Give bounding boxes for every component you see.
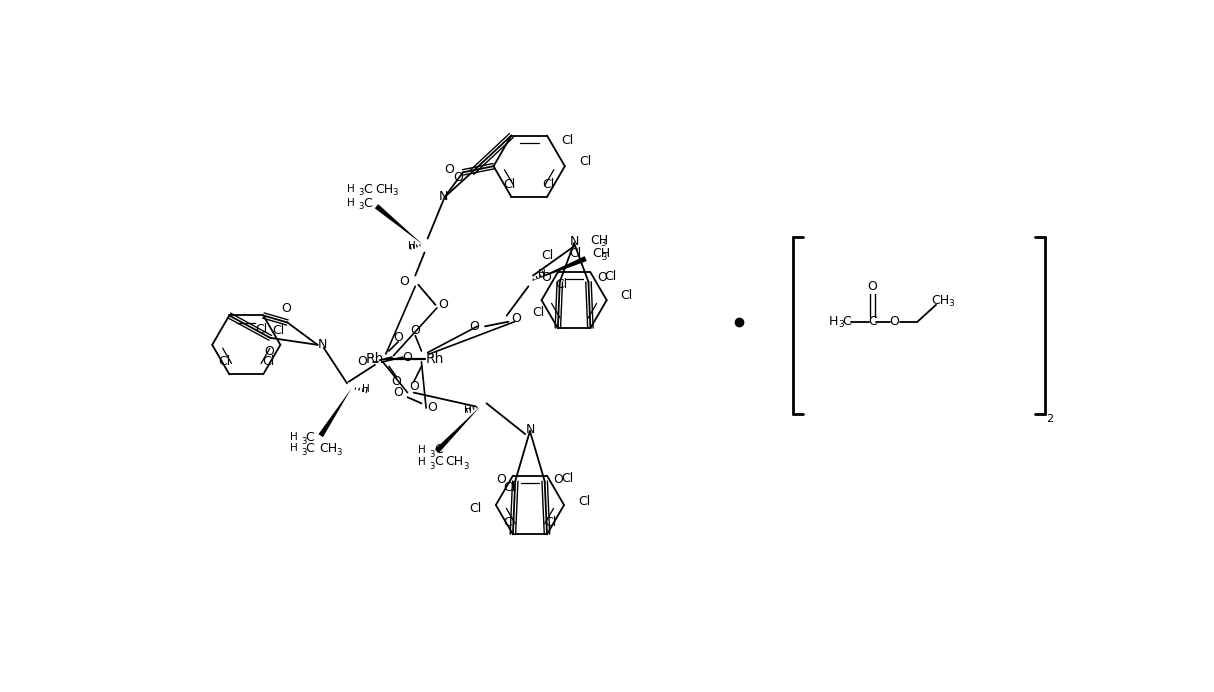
Text: O: O (597, 271, 607, 284)
Text: 2: 2 (1045, 414, 1053, 424)
Text: C: C (841, 316, 851, 328)
Text: C: C (363, 197, 371, 210)
Text: O: O (410, 325, 420, 338)
Text: CH: CH (590, 234, 608, 246)
Text: O: O (403, 351, 413, 364)
Text: 3: 3 (358, 188, 364, 197)
Text: O: O (393, 386, 403, 399)
Text: CH: CH (931, 293, 949, 307)
Text: Cl: Cl (273, 325, 285, 338)
Text: Rh: Rh (365, 352, 385, 365)
Text: O: O (438, 298, 448, 311)
Text: O: O (890, 316, 900, 328)
Text: 3: 3 (948, 299, 954, 308)
Text: 3: 3 (358, 202, 364, 211)
Text: 3: 3 (392, 188, 398, 197)
Text: C: C (435, 455, 443, 468)
Text: H: H (290, 443, 297, 453)
Text: O: O (511, 312, 521, 325)
Text: O: O (263, 345, 273, 358)
Text: C: C (306, 430, 314, 444)
Text: O: O (280, 302, 291, 315)
Text: 3: 3 (301, 448, 306, 457)
Text: Cl: Cl (543, 178, 555, 191)
Text: N: N (569, 235, 579, 248)
Text: H: H (347, 198, 354, 208)
Text: H: H (829, 316, 839, 328)
Text: Cl: Cl (219, 356, 231, 368)
Text: O: O (868, 280, 878, 293)
Text: Cl: Cl (579, 155, 591, 168)
Text: CH: CH (319, 441, 337, 455)
Text: O: O (427, 401, 437, 415)
Text: 3: 3 (602, 253, 607, 262)
Text: C: C (435, 443, 443, 456)
Text: Cl: Cl (504, 482, 516, 495)
Text: Cl: Cl (561, 134, 573, 147)
Text: H: H (419, 444, 426, 455)
Text: Cl: Cl (504, 516, 516, 529)
Text: 3: 3 (336, 448, 342, 457)
Text: H: H (464, 405, 472, 415)
Text: O: O (470, 320, 480, 333)
Text: 3: 3 (464, 462, 469, 471)
Text: H: H (362, 385, 369, 394)
Text: 3: 3 (600, 239, 606, 248)
Text: Cl: Cl (555, 278, 567, 291)
Text: 3: 3 (430, 450, 435, 459)
Text: Cl: Cl (470, 502, 482, 515)
Text: Cl: Cl (504, 178, 516, 191)
Text: Rh: Rh (426, 352, 444, 365)
Text: N: N (526, 423, 534, 436)
Text: CH: CH (446, 455, 463, 468)
Text: O: O (393, 331, 403, 344)
Text: Cl: Cl (541, 249, 554, 262)
Text: Cl: Cl (605, 271, 617, 283)
Text: N: N (318, 338, 327, 352)
Text: C: C (868, 316, 877, 328)
Text: 3: 3 (430, 462, 435, 471)
Text: O: O (409, 380, 419, 393)
Text: H: H (539, 269, 546, 279)
Text: Cl: Cl (262, 356, 274, 368)
Polygon shape (435, 406, 481, 453)
Text: H: H (419, 457, 426, 467)
Text: O: O (453, 170, 463, 183)
Text: C: C (306, 441, 314, 455)
Text: O: O (444, 163, 454, 176)
Text: O: O (399, 275, 409, 288)
Text: Cl: Cl (544, 516, 556, 529)
Text: O: O (497, 473, 506, 486)
Text: O: O (392, 375, 402, 388)
Text: N: N (438, 190, 448, 203)
Text: Cl: Cl (578, 495, 590, 509)
Polygon shape (375, 204, 422, 245)
Text: Cl: Cl (533, 306, 545, 319)
Text: O: O (541, 271, 551, 284)
Text: Cl: Cl (620, 289, 632, 302)
Text: O: O (358, 355, 368, 368)
Text: O: O (554, 473, 563, 486)
Text: CH: CH (375, 183, 393, 196)
Text: 3: 3 (301, 437, 306, 446)
Text: C: C (363, 183, 371, 196)
Polygon shape (318, 388, 352, 437)
Text: H: H (408, 242, 416, 251)
Text: H: H (290, 432, 297, 442)
Polygon shape (531, 256, 586, 282)
Text: H: H (347, 184, 354, 194)
Text: 3: 3 (838, 320, 844, 329)
Text: Cl: Cl (256, 323, 268, 336)
Text: Cl: Cl (569, 248, 582, 260)
Text: Cl: Cl (561, 472, 573, 485)
Text: CH: CH (592, 248, 611, 260)
